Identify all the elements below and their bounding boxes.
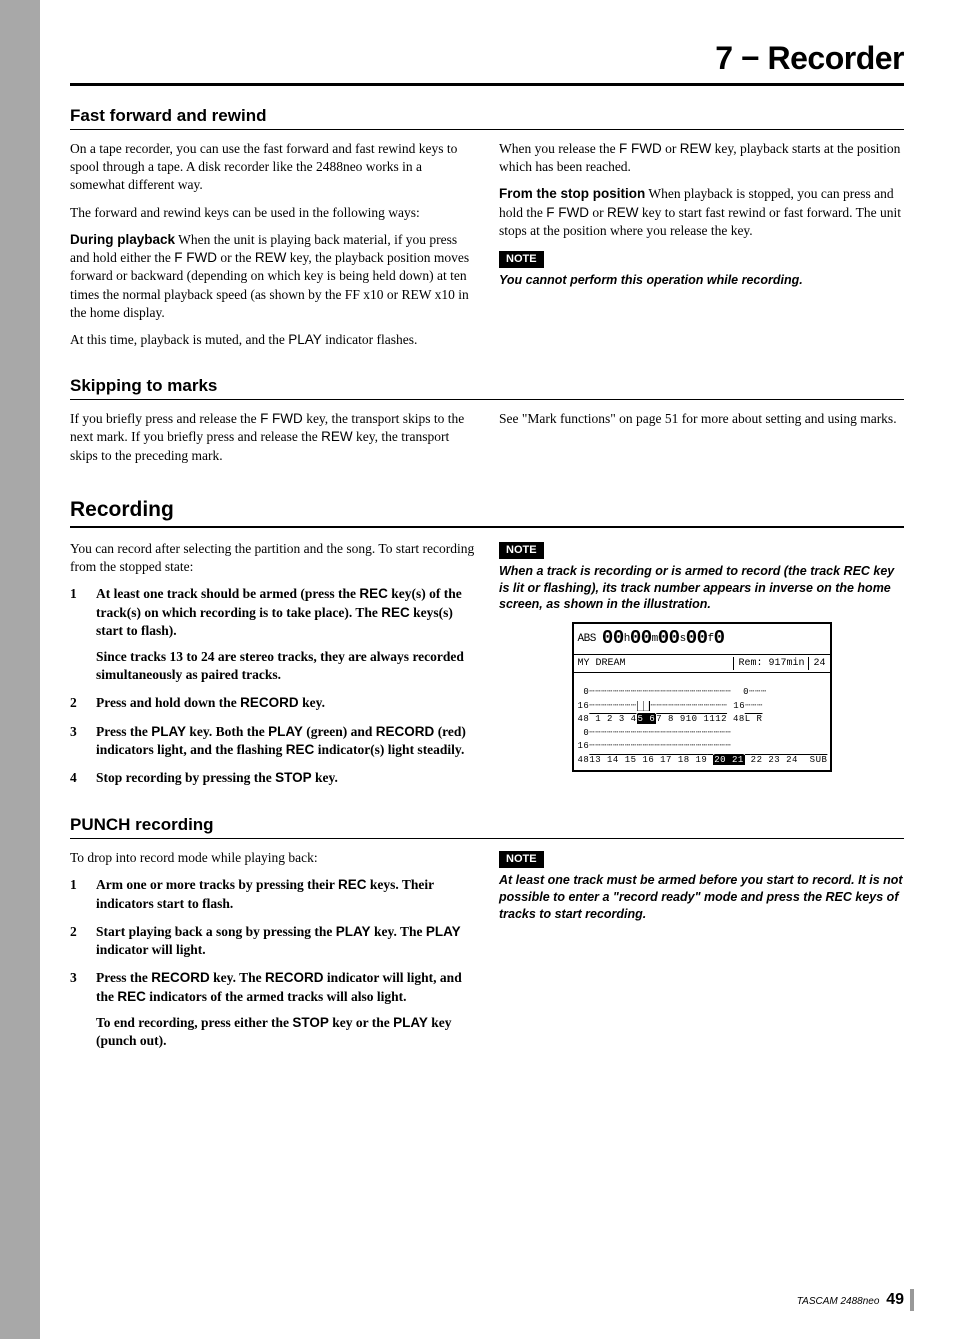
stop-lead: From the stop position <box>499 186 645 201</box>
rec-col-left: You can record after selecting the parti… <box>70 540 475 797</box>
page-footer: TASCAM 2488neo 49 <box>797 1291 904 1309</box>
punch-intro: To drop into record mode while playing b… <box>70 849 475 867</box>
skip-col-right: See "Mark functions" on page 51 for more… <box>499 410 904 474</box>
punch-steps: Arm one or more tracks by pressing their… <box>70 876 475 1050</box>
note-label: NOTE <box>499 851 544 868</box>
ffwd-stop: From the stop position When playback is … <box>499 185 904 240</box>
rec-steps: At least one track should be armed (pres… <box>70 585 475 787</box>
rec-columns: You can record after selecting the parti… <box>70 540 904 797</box>
rec-step-1: At least one track should be armed (pres… <box>70 585 475 684</box>
rec-note: When a track is recording or is armed to… <box>499 563 904 614</box>
rec-step-4: Stop recording by pressing the STOP key. <box>70 769 475 787</box>
manual-page: 7 − Recorder Fast forward and rewind On … <box>40 0 954 1339</box>
ffwd-during-p2: At this time, playback is muted, and the… <box>70 331 475 349</box>
ffwd-columns: On a tape recorder, you can use the fast… <box>70 140 904 358</box>
chapter-title: 7 − Recorder <box>715 40 904 76</box>
punch-step-1: Arm one or more tracks by pressing their… <box>70 876 475 912</box>
punch-step-3: Press the RECORD key. The RECORD indicat… <box>70 969 475 1050</box>
footer-bar <box>910 1289 914 1311</box>
punch-columns: To drop into record mode while playing b… <box>70 849 904 1060</box>
skip-columns: If you briefly press and release the F F… <box>70 410 904 474</box>
lcd-meters-top: 0┄┄┄┄┄┄┄┄┄┄┄┄┄┄┄┄┄┄┄┄┄┄┄┄ 0┄┄┄ 16┄┄┄┄┄┄┄… <box>574 683 830 770</box>
during-lead: During playback <box>70 232 175 247</box>
section-heading-recording: Recording <box>70 498 904 528</box>
rec-col-right: NOTE When a track is recording or is arm… <box>499 540 904 797</box>
ffwd-release: When you release the F FWD or REW key, p… <box>499 140 904 176</box>
skip-col-left: If you briefly press and release the F F… <box>70 410 475 474</box>
page-number: 49 <box>886 1291 904 1308</box>
punch-col-right: NOTE At least one track must be armed be… <box>499 849 904 1060</box>
ffwd-p1: On a tape recorder, you can use the fast… <box>70 140 475 195</box>
note-label: NOTE <box>499 542 544 559</box>
footer-product: TASCAM 2488neo <box>797 1296 880 1307</box>
skip-right: See "Mark functions" on page 51 for more… <box>499 410 904 428</box>
lcd-blank-row <box>574 673 830 683</box>
ffwd-note: You cannot perform this operation while … <box>499 272 904 289</box>
note-label: NOTE <box>499 251 544 268</box>
chapter-header: 7 − Recorder <box>70 40 904 86</box>
rec-step-2: Press and hold down the RECORD key. <box>70 694 475 712</box>
lcd-time-row: ABS 00h00m00s00f0 <box>574 624 830 655</box>
ffwd-during: During playback When the unit is playing… <box>70 231 475 322</box>
section-heading-punch: PUNCH recording <box>70 815 904 839</box>
section-heading-ffwd: Fast forward and rewind <box>70 106 904 130</box>
punch-step-2: Start playing back a song by pressing th… <box>70 923 475 959</box>
lcd-screen: ABS 00h00m00s00f0 MY DREAM Rem: 917min 2… <box>572 622 832 772</box>
punch-note: At least one track must be armed before … <box>499 872 904 923</box>
ffwd-p2: The forward and rewind keys can be used … <box>70 204 475 222</box>
rec-intro: You can record after selecting the parti… <box>70 540 475 576</box>
punch-col-left: To drop into record mode while playing b… <box>70 849 475 1060</box>
ffwd-col-left: On a tape recorder, you can use the fast… <box>70 140 475 358</box>
rec-step-3: Press the PLAY key. Both the PLAY (green… <box>70 723 475 759</box>
skip-left: If you briefly press and release the F F… <box>70 410 475 465</box>
lcd-title-row: MY DREAM Rem: 917min 24 <box>574 655 830 674</box>
ffwd-col-right: When you release the F FWD or REW key, p… <box>499 140 904 358</box>
section-heading-skip: Skipping to marks <box>70 376 904 400</box>
